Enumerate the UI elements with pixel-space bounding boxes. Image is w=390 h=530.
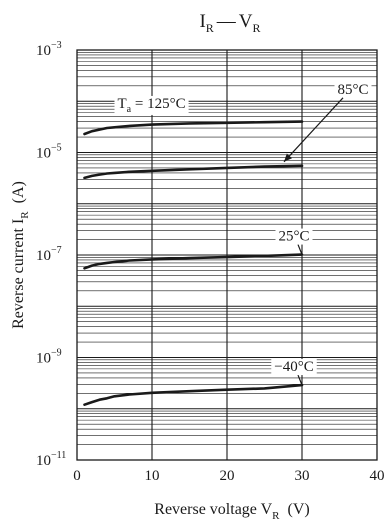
annotation-leader [297, 244, 303, 255]
curve-label: 85°C [337, 82, 368, 98]
curve-label: 25°C [278, 229, 309, 245]
annotation-leader [297, 374, 303, 386]
x-tick-labels: 0 10 20 30 40 [73, 468, 384, 484]
curve-label: −40°C [274, 359, 313, 375]
y-tick-label: 10−11 [36, 450, 66, 469]
y-tick-label: 10−9 [36, 348, 62, 367]
plot-frame [76, 49, 378, 461]
series-line-3 [83, 383, 304, 407]
y-tick-label: 10−7 [36, 245, 62, 264]
x-axis-label: Reverse voltage VR (V) [154, 501, 309, 522]
x-tick-label: 0 [73, 468, 81, 484]
curve-label-backing [275, 228, 313, 245]
annotation-arrow-head [284, 153, 292, 162]
y-tick-label: 10−3 [36, 40, 62, 59]
series-line-0 [83, 120, 304, 136]
annotations: Ta = 125°C 85°C 25°C −40°C [114, 81, 372, 386]
x-tick-label: 30 [295, 468, 310, 484]
x-tick-label: 10 [145, 468, 160, 484]
chart-title: IR — VR [199, 11, 260, 35]
series-lines [83, 120, 304, 407]
series-line-2 [83, 253, 304, 270]
curve-label-backing [334, 81, 372, 98]
x-tick-label: 20 [220, 468, 235, 484]
y-axis-label: Reverse current IR(A) [10, 181, 31, 329]
annotation-arrow-shaft [283, 97, 344, 163]
y-tick-label: 10−5 [36, 143, 62, 162]
x-tick-label: 40 [370, 468, 385, 484]
curve-label-backing [114, 95, 189, 115]
series-line-1 [83, 164, 304, 180]
curve-label: Ta = 125°C [118, 96, 186, 115]
y-tick-labels: 10−11 10−9 10−7 10−5 10−3 [36, 40, 66, 469]
curve-label-backing [271, 359, 317, 376]
